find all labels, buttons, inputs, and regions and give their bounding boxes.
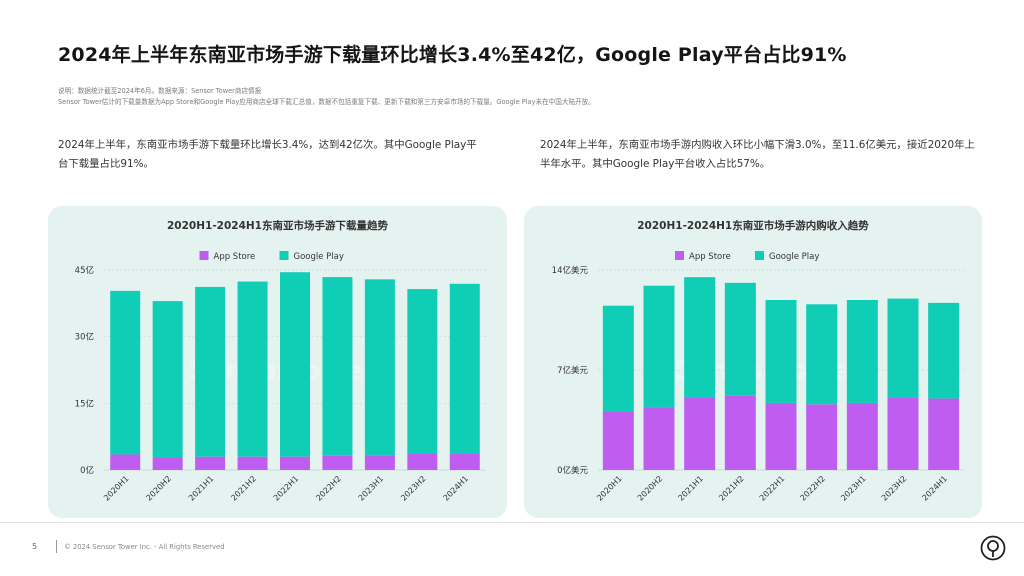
bar-google-play [684,277,716,398]
bar-google-play [643,285,675,408]
bar-google-play [724,282,756,396]
x-tick-label: 2024H1 [442,474,471,503]
x-tick-label: 2022H1 [272,474,301,503]
chart-title: 2020H1-2024H1东南亚市场手游内购收入趋势 [637,219,869,232]
x-tick-label: 2023H2 [399,474,428,503]
sensor-tower-logo-icon [980,535,1006,561]
bar-google-play [602,305,634,412]
legend-label: App Store [689,252,731,262]
legend-swatch [279,251,289,260]
bar-google-play [407,289,438,454]
bar-app-store [322,455,353,470]
bar-app-store [846,402,878,470]
bar-app-store [684,397,716,470]
y-tick-label: 7亿美元 [557,365,588,376]
downloads-summary: 2024年上半年，东南亚市场手游下载量环比增长3.4%，达到42亿次。其中Goo… [58,139,477,170]
bar-google-play [806,304,838,405]
downloads-chart: 2020H1-2024H1东南亚市场手游下载量趋势 App Store Google… [75,219,486,503]
data-note: 说明：数据统计截至2024年6月。数据来源：Sensor Tower商店情报 [58,87,262,95]
legend-label: App Store [214,252,256,262]
footer-separator [56,540,57,553]
x-tick-label: 2022H1 [758,474,787,503]
y-tick-label: 45亿 [75,265,94,276]
bar-app-store [602,411,634,470]
x-tick-label: 2022H2 [314,474,343,503]
bar-app-store [407,453,438,470]
bar-app-store [152,457,183,470]
y-tick-label: 0亿美元 [557,465,588,476]
bar-app-store [887,397,919,470]
chart-title: 2020H1-2024H1东南亚市场手游下载量趋势 [167,219,388,232]
bar-google-play [280,272,310,457]
legend-label: Google Play [769,252,819,262]
x-tick-label: 2021H2 [717,474,746,503]
page-title: 2024年上半年东南亚市场手游下载量环比增长3.4%至42亿，Google Pl… [58,44,847,66]
x-tick-label: 2020H2 [636,474,665,503]
x-tick-label: 2022H2 [798,474,827,503]
bar-app-store [280,456,310,470]
x-tick-label: 2024H1 [920,474,949,503]
x-tick-label: 2023H1 [357,474,386,503]
legend-swatch [755,251,764,260]
y-tick-label: 14亿美元 [552,265,589,276]
bar-google-play [322,277,353,456]
bar-google-play [110,290,141,455]
bar-app-store [110,454,141,470]
bar-google-play [887,298,919,398]
bar-google-play [928,302,960,399]
bar-google-play [449,283,480,454]
x-tick-label: 2021H1 [187,474,216,503]
bar-app-store [765,402,797,470]
bar-app-store [724,395,756,470]
revenue-chart: 2020H1-2024H1东南亚市场手游内购收入趋势 App Store Googl… [552,219,964,503]
footer-divider [0,522,1024,523]
y-tick-label: 15亿 [75,398,94,409]
revenue-summary: 2024年上半年，东南亚市场手游内购收入环比小幅下滑3.0%，至11.6亿美元，… [540,139,975,170]
x-tick-label: 2020H1 [595,474,624,503]
bar-google-play [152,301,183,458]
x-tick-label: 2021H1 [676,474,705,503]
bar-app-store [449,453,480,470]
legend-label: Google Play [294,252,344,262]
bar-app-store [806,404,838,470]
y-tick-label: 30亿 [75,332,94,343]
bar-app-store [364,455,395,470]
x-tick-label: 2023H1 [839,474,868,503]
data-disclaimer: Sensor Tower估计的下载量数据为App Store和Google Pl… [58,98,595,106]
x-tick-label: 2021H2 [229,474,258,503]
bar-google-play [237,281,268,457]
bar-app-store [195,456,226,470]
bar-google-play [846,300,878,403]
page-number: 5 [32,542,38,551]
bar-google-play [364,279,395,456]
legend-swatch [675,251,684,260]
legend-swatch [199,251,209,260]
y-tick-label: 0亿 [80,465,94,476]
bar-app-store [237,456,268,470]
bar-google-play [195,286,226,457]
x-tick-label: 2023H2 [880,474,909,503]
x-tick-label: 2020H2 [144,474,173,503]
copyright: © 2024 Sensor Tower Inc. - All Rights Re… [64,543,225,551]
bar-app-store [928,398,960,470]
bar-google-play [765,300,797,403]
x-tick-label: 2020H1 [102,474,131,503]
bar-app-store [643,407,675,470]
